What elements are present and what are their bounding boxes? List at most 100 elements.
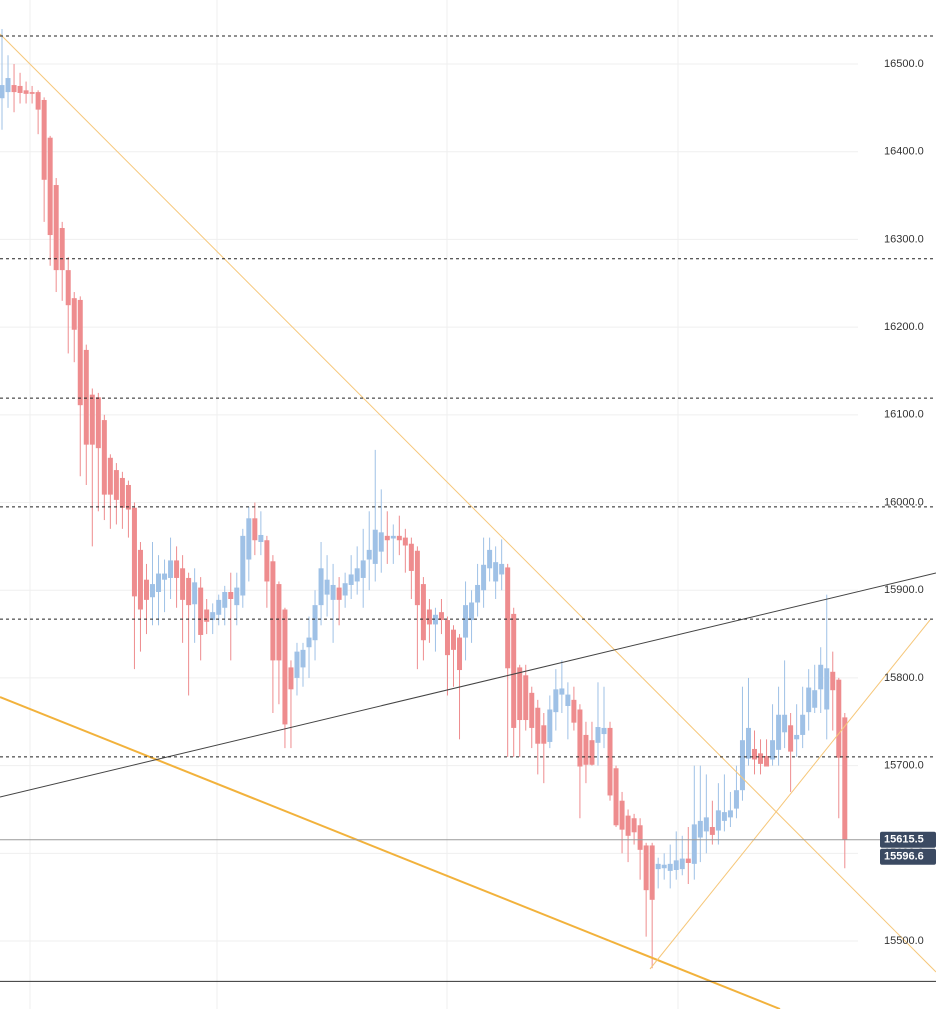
candle-body	[613, 768, 619, 826]
candles	[0, 28, 848, 969]
candle-body	[589, 740, 595, 765]
candle-body	[324, 579, 330, 595]
y-tick-label: 16100.0	[884, 409, 924, 421]
candle-body	[661, 864, 667, 869]
candle-body	[210, 612, 216, 621]
y-tick-label: 16000.0	[884, 496, 924, 508]
candle-body	[541, 725, 547, 744]
candle-body	[162, 573, 168, 580]
price-axis: 15500.015600.015700.015800.015900.016000…	[880, 58, 936, 947]
candle-body	[282, 609, 288, 725]
candle-body	[17, 85, 23, 93]
candle-body	[782, 714, 788, 733]
candle-body	[511, 613, 517, 728]
candle-body	[794, 734, 800, 740]
candle-body	[619, 800, 625, 830]
candle-body	[11, 85, 17, 93]
candle-body	[649, 845, 655, 900]
candle-body	[607, 727, 613, 796]
y-tick-label: 15700.0	[884, 760, 924, 772]
levels	[0, 35, 936, 982]
candle-body	[758, 753, 764, 764]
price-badge-label: 15596.6	[884, 851, 924, 863]
candle-body	[35, 92, 41, 110]
candle-body	[842, 717, 848, 840]
candle-body	[493, 562, 499, 582]
candle-body	[252, 518, 258, 541]
candle-body	[457, 637, 463, 671]
candle-body	[709, 827, 715, 835]
candle-body	[432, 614, 438, 625]
candle-body	[330, 584, 336, 600]
candle-body	[264, 540, 270, 582]
candle-body	[390, 535, 396, 539]
price-badge	[880, 831, 936, 848]
candle-body	[565, 694, 571, 706]
candle-body	[517, 667, 523, 721]
candle-body	[143, 579, 149, 600]
candle-body	[697, 820, 703, 838]
trend-line	[0, 572, 936, 798]
candle-body	[408, 543, 414, 571]
y-tick-label: 16300.0	[884, 233, 924, 245]
candle-body	[667, 863, 673, 871]
candle-body	[180, 568, 186, 600]
candle-body	[216, 599, 222, 615]
candle-body	[818, 664, 824, 690]
candle-body	[499, 563, 505, 575]
candle-body	[475, 584, 481, 603]
candle-body	[547, 709, 553, 742]
candle-body	[776, 714, 782, 750]
candle-body	[733, 790, 739, 809]
candle-body	[131, 507, 137, 597]
candle-body	[300, 649, 306, 668]
candle-body	[65, 270, 71, 306]
candle-body	[192, 582, 198, 605]
y-tick-label: 15500.0	[884, 935, 924, 947]
candle-body	[0, 85, 5, 99]
candle-body	[228, 591, 234, 599]
candle-body	[156, 573, 162, 592]
candle-body	[739, 740, 745, 791]
candle-body	[5, 78, 11, 93]
candle-body	[577, 709, 583, 767]
vertical-grid	[29, 0, 679, 1009]
candle-body	[487, 549, 493, 569]
candle-body	[270, 561, 276, 661]
candle-body	[384, 535, 390, 541]
candle-body	[348, 574, 354, 585]
candle-body	[420, 584, 426, 641]
candle-body	[246, 518, 252, 560]
candle-body	[354, 568, 360, 582]
candle-body	[571, 699, 577, 723]
candle-body	[71, 298, 77, 330]
candle-body	[168, 560, 174, 578]
candle-body	[222, 591, 228, 608]
candle-body	[643, 845, 649, 891]
candle-body	[469, 602, 475, 621]
y-tick-label: 15900.0	[884, 584, 924, 596]
candle-body	[595, 727, 601, 743]
candle-body	[402, 537, 408, 546]
candle-body	[812, 690, 818, 708]
candle-body	[830, 671, 836, 691]
candle-body	[824, 668, 830, 710]
candle-body	[312, 605, 318, 641]
candle-body	[752, 748, 757, 760]
candle-body	[505, 567, 511, 669]
candle-body	[174, 560, 180, 578]
candle-body	[691, 824, 697, 864]
candle-body	[360, 560, 366, 578]
candle-body	[240, 535, 246, 596]
candle-body	[306, 637, 312, 648]
candle-body	[318, 568, 324, 606]
candle-body	[679, 858, 685, 870]
grid	[0, 63, 858, 942]
candle-body	[95, 397, 101, 449]
candle-body	[800, 714, 806, 735]
candle-body	[23, 90, 29, 94]
candle-body	[764, 755, 770, 767]
candle-body	[463, 605, 469, 638]
candle-body	[559, 688, 565, 695]
